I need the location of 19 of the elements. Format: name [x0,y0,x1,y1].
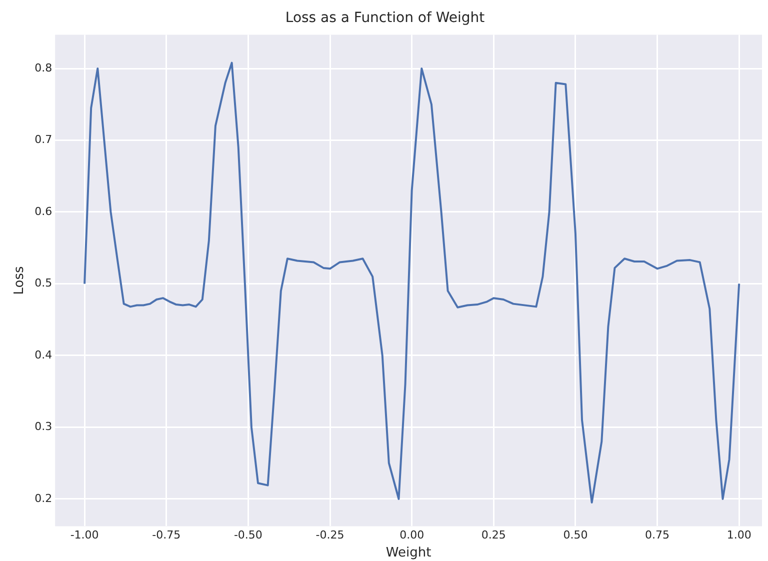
y-axis-title: Loss [12,266,28,295]
x-tick-label: 0.00 [400,528,424,542]
y-tick-label: 0.7 [34,133,52,146]
y-tick-label: 0.5 [34,276,52,290]
y-tick-label: 0.8 [34,61,52,74]
x-tick-label: 0.50 [563,528,588,542]
y-tick-label: 0.4 [34,348,52,362]
y-tick-label: 0.2 [34,492,52,505]
x-tick-label: 1.00 [726,528,752,542]
x-tick-label: -0.25 [316,528,344,542]
chart-title: Loss as a Function of Weight [285,10,486,26]
x-axis-title: Weight [386,546,432,561]
x-tick-label: -1.00 [70,528,99,542]
x-tick-label: 0.75 [645,528,670,542]
x-tick-label: -0.75 [152,528,181,542]
y-tick-label: 0.3 [34,420,52,434]
x-tick-label: -0.50 [234,528,262,542]
y-tick-label: 0.6 [34,204,52,218]
x-tick-label: 0.25 [481,528,506,542]
